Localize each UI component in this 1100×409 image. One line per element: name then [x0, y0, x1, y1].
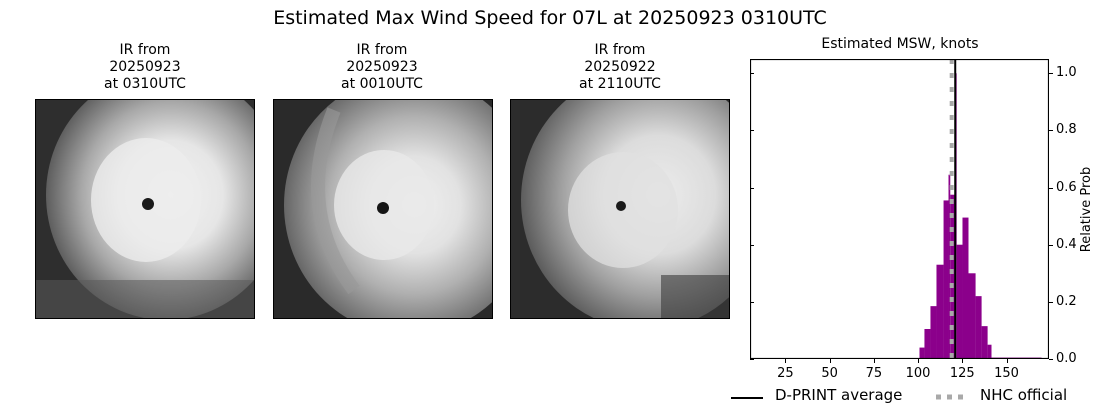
solid-line-icon	[731, 386, 763, 404]
ir-panel-2-title-line3: at 0010UTC	[341, 76, 423, 92]
ir-panel-3-title-line2: 20250922	[584, 59, 656, 75]
y-axis-label: Relative Prob	[1079, 166, 1095, 253]
figure-title: Estimated Max Wind Speed for 07L at 2025…	[273, 7, 827, 29]
y-tick-inner	[750, 301, 754, 303]
histogram-bar	[981, 326, 988, 359]
histogram-bar	[987, 344, 992, 359]
y-tick-inner	[750, 187, 754, 189]
x-tick-label: 150	[994, 366, 1019, 381]
y-tick	[1049, 73, 1053, 75]
x-tick-label: 100	[905, 366, 931, 381]
y-tick-inner	[750, 359, 754, 360]
x-tick	[918, 359, 920, 363]
histogram-bar	[950, 194, 956, 359]
y-tick-inner	[750, 130, 754, 132]
x-tick	[1006, 359, 1008, 363]
histogram-axes	[749, 58, 1050, 360]
y-tick-label: 0.2	[1056, 293, 1077, 309]
ir-image-1	[35, 99, 255, 319]
x-tick	[873, 359, 875, 363]
ir-panel-2-title-line1: IR from	[356, 42, 408, 58]
histogram-plot	[749, 58, 1050, 360]
histogram-bar	[948, 174, 951, 359]
ir-panel-1-title-line1: IR from	[119, 42, 171, 58]
ir-panel-1-title-line2: 20250923	[109, 59, 181, 75]
legend-nhc: NHC official	[936, 386, 1067, 404]
x-tick-label: 125	[949, 366, 975, 381]
histogram-bar	[956, 244, 963, 359]
histogram-bar	[919, 347, 925, 359]
ir-panel-2-title-line2: 20250923	[346, 59, 418, 75]
x-tick	[785, 359, 787, 363]
y-tick-inner	[750, 73, 754, 75]
legend-dprint-label: D-PRINT average	[775, 386, 903, 404]
y-tick	[1049, 359, 1053, 360]
ir-panel-1-title: IR from 20250923 at 0310UTC	[35, 42, 255, 93]
ir-panel-3-title: IR from 20250922 at 2110UTC	[510, 42, 730, 93]
ir-image-3	[510, 99, 730, 319]
y-tick	[1049, 130, 1053, 132]
y-tick	[1049, 187, 1053, 189]
ir-panel-3-title-line1: IR from	[594, 42, 646, 58]
y-tick	[1049, 301, 1053, 303]
histogram-bar	[936, 264, 944, 359]
x-tick-label: 75	[865, 366, 883, 381]
x-tick-label: 50	[821, 366, 838, 381]
ir-panel-1-title-line3: at 0310UTC	[104, 76, 186, 92]
histogram-bar	[924, 329, 931, 359]
ir-image-2	[273, 99, 493, 319]
histogram-bar	[975, 296, 982, 359]
y-tick-label: 0.4	[1056, 236, 1077, 252]
histogram-bar	[943, 200, 949, 359]
y-tick-label: 0.8	[1056, 122, 1077, 138]
y-tick-label: 1.0	[1056, 65, 1077, 81]
legend-nhc-label: NHC official	[980, 386, 1068, 404]
histogram-bar	[968, 273, 976, 359]
y-tick	[1049, 244, 1053, 246]
histogram-title: Estimated MSW, knots	[821, 36, 979, 52]
y-tick-label: 0.6	[1056, 179, 1077, 195]
histogram-bar	[930, 306, 937, 359]
histogram-bar	[962, 217, 969, 359]
y-tick-inner	[750, 244, 754, 246]
ir-panel-3-title-line3: at 2110UTC	[579, 76, 661, 92]
x-tick	[962, 359, 964, 363]
dotted-line-icon	[936, 386, 968, 404]
x-tick	[829, 359, 831, 363]
y-tick-label: 0.0	[1056, 351, 1077, 366]
ir-panel-2-title: IR from 20250923 at 0010UTC	[272, 42, 492, 93]
legend-dprint: D-PRINT average	[731, 386, 902, 404]
x-tick-label: 25	[777, 366, 794, 381]
